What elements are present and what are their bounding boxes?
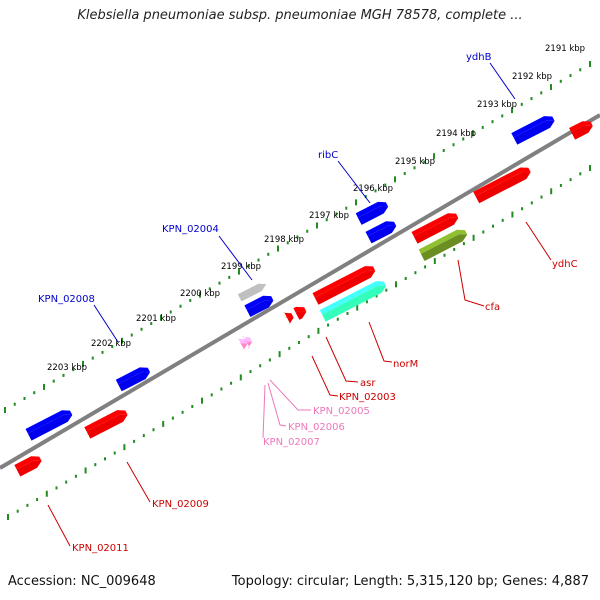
tick-label: 2195 kbp — [395, 157, 435, 167]
gene-KPN_02008-2 — [27, 414, 73, 441]
gene-cfa — [420, 234, 468, 261]
gene-ribC-2-top — [365, 221, 397, 237]
genome-backbone — [0, 113, 600, 470]
topology-text: Topology: circular; Length: 5,315,120 bp… — [231, 574, 589, 589]
gene-label-cfa: cfa — [485, 302, 500, 313]
gene-cfa-2 — [413, 217, 459, 244]
tick-label: 2197 kbp — [309, 211, 349, 221]
gene-label-asr: asr — [360, 378, 376, 389]
tick-label: 2194 kbp — [436, 129, 476, 139]
tick-label: 2193 kbp — [477, 100, 517, 110]
gene-label-KPN_02005: KPN_02005 — [313, 406, 370, 417]
gene-KPN_02006 — [244, 340, 253, 349]
gene-label-ydhC: ydhC — [552, 259, 578, 270]
gene-ribC-top — [355, 201, 389, 218]
gene-grey-top — [235, 279, 267, 295]
gene-KPN_02008 — [118, 371, 151, 392]
gene-KPN_02006-top — [241, 336, 253, 342]
gene-label-KPN_02011: KPN_02011 — [72, 543, 129, 554]
gene-ydhC-2-top — [569, 121, 593, 133]
gene-ydhC — [475, 171, 531, 204]
gene-KPN_02008-2-top — [25, 410, 73, 434]
accession-text: Accession: NC_009648 — [8, 574, 156, 589]
leader-line — [337, 160, 371, 204]
map-title: Klebsiella pneumoniae subsp. pneumoniae … — [77, 8, 523, 23]
gene-KPN_02003-small — [285, 316, 294, 325]
leader-line — [262, 384, 266, 439]
gene-norM-top — [319, 281, 387, 315]
gene-KPN_02009 — [86, 414, 128, 439]
gene-KPN_02011 — [16, 460, 42, 477]
gene-KPN_02003 — [295, 311, 307, 320]
gene-label-KPN_02008: KPN_02008 — [38, 294, 95, 305]
gene-ydhC-2 — [571, 125, 593, 140]
gene-cfa-2-top — [411, 213, 459, 237]
leader-line — [47, 504, 71, 547]
leader-line — [267, 382, 287, 427]
tick-label: 2203 kbp — [47, 363, 87, 373]
gene-label-KPN_02003: KPN_02003 — [339, 392, 396, 403]
gene-KPN_02004-top — [244, 295, 274, 310]
leader-line — [93, 304, 119, 343]
gene-asr-top — [312, 266, 376, 298]
tick-label: 2200 kbp — [180, 289, 220, 299]
gene-asr — [314, 270, 376, 305]
gene-ydhB-top — [511, 116, 555, 138]
gene-KPN_02003-top — [293, 306, 307, 313]
tick-label: 2198 kbp — [264, 235, 304, 245]
tick-label: 2199 kbp — [221, 262, 261, 272]
gene-ribC-2 — [367, 225, 397, 244]
tick-label: 2201 kbp — [136, 314, 176, 324]
leader-line — [368, 321, 393, 363]
gene-ydhC-top — [473, 167, 531, 197]
tick-label: 2202 kbp — [91, 339, 131, 349]
gene-label-norM: norM — [393, 359, 418, 370]
gene-KPN_02011-top — [14, 456, 42, 470]
gene-label-KPN_02007: KPN_02007 — [263, 437, 320, 448]
gene-KPN_02005 — [239, 342, 248, 351]
gene-ribC — [357, 206, 389, 225]
gene-cfa-top — [418, 229, 468, 254]
leader-line — [269, 379, 311, 411]
gene-label-KPN_02004: KPN_02004 — [162, 224, 219, 235]
gene-grey — [237, 283, 267, 302]
tick-label: 2191 kbp — [545, 44, 585, 54]
gene-KPN_02009-top — [84, 410, 128, 432]
leader-line — [218, 235, 253, 281]
leader-line — [325, 336, 359, 383]
gene-KPN_02004 — [246, 300, 274, 317]
leader-line — [457, 259, 485, 307]
gene-KPN_02005-top — [237, 338, 248, 344]
tick-label: 2196 kbp — [353, 184, 393, 194]
leader-line — [126, 461, 151, 503]
gene-KPN_02003-small-top — [283, 312, 294, 318]
gene-label-KPN_02006: KPN_02006 — [288, 422, 345, 433]
tick-label: 2192 kbp — [512, 72, 552, 82]
gene-label-ribC: ribC — [318, 150, 338, 161]
gene-label-KPN_02009: KPN_02009 — [152, 499, 209, 510]
leader-line — [489, 62, 516, 100]
gene-KPN_02008-top — [115, 367, 151, 385]
leader-line — [311, 355, 339, 397]
gene-label-ydhB: ydhB — [466, 52, 492, 63]
gene-norM — [322, 285, 387, 322]
leader-line — [525, 221, 552, 261]
gene-ydhB — [513, 120, 555, 145]
